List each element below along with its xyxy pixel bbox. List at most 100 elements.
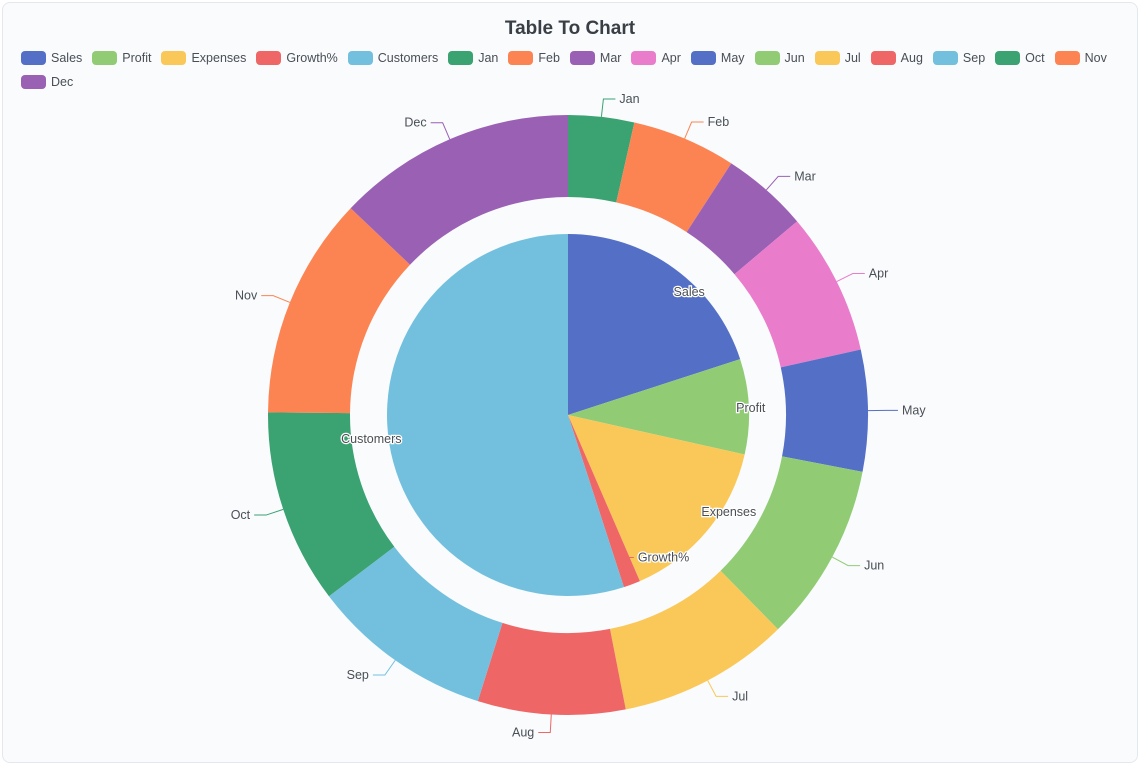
slice-profit[interactable]	[568, 359, 749, 455]
legend-item-may[interactable]: May	[690, 49, 745, 67]
legend-swatch	[995, 51, 1021, 65]
outer-ring: Jan Feb Mar Apr May Jun Jul Aug Sep Oct Nov Dec	[231, 92, 927, 740]
leader-line-sep	[372, 659, 396, 676]
legend-swatch	[92, 51, 118, 65]
legend-item-jun[interactable]: Jun	[754, 49, 805, 67]
leader-line-jul	[707, 680, 729, 697]
legend-label: Dec	[51, 75, 74, 89]
inner-ring: Sales Profit Expenses Growth% Customers	[340, 234, 767, 596]
legend-label: Jan	[478, 51, 499, 65]
leader-line-expenses	[668, 497, 698, 513]
slice-label-oct: Oct	[231, 508, 251, 522]
legend-item-apr[interactable]: Apr	[631, 49, 681, 67]
legend-swatch	[631, 51, 657, 65]
slice-label-aug: Aug	[512, 726, 534, 740]
leader-line-jun	[832, 556, 861, 567]
legend-swatch	[754, 51, 780, 65]
slice-label-jun: Jun	[864, 559, 884, 573]
leader-line-jan	[600, 98, 616, 117]
leader-line-apr	[836, 273, 865, 283]
legend-label: Expenses	[191, 51, 247, 65]
leader-line-sales	[644, 291, 670, 310]
legend-item-dec[interactable]: Dec	[21, 73, 73, 91]
legend-item-feb[interactable]: Feb	[508, 49, 560, 67]
leader-line-feb	[684, 121, 704, 139]
legend-label: Aug	[900, 51, 923, 65]
slice-dec[interactable]	[350, 115, 568, 265]
legend-label: Jul	[844, 51, 861, 65]
leader-line-mar	[765, 175, 791, 191]
legend-swatch	[932, 51, 958, 65]
legend-label: Profit	[122, 51, 152, 65]
legend-label: May	[720, 51, 745, 65]
slice-may[interactable]	[780, 349, 869, 472]
slice-oct[interactable]	[267, 412, 395, 597]
legend-item-aug[interactable]: Aug	[870, 49, 923, 67]
legend-swatch	[347, 51, 373, 65]
legend-label: Apr	[661, 51, 681, 65]
legend-swatch	[814, 51, 840, 65]
legend-item-nov[interactable]: Nov	[1054, 49, 1107, 67]
slice-sales[interactable]	[568, 234, 741, 415]
legend-item-oct[interactable]: Oct	[995, 49, 1045, 67]
slice-label-sales: Sales	[674, 285, 705, 299]
slice-feb[interactable]	[616, 122, 732, 233]
slice-growth-[interactable]	[568, 415, 640, 588]
slice-label-jan: Jan	[619, 92, 639, 106]
legend-swatch	[448, 51, 474, 65]
chart-legend: Sales Profit Expenses Growth% Customers Jan Fe…	[21, 49, 1121, 91]
leader-line-nov	[261, 295, 291, 303]
legend-swatch	[161, 51, 187, 65]
slice-jul[interactable]	[609, 570, 778, 710]
legend-label: Mar	[599, 51, 622, 65]
slice-label-growth-: Growth%	[638, 550, 689, 564]
legend-swatch	[21, 75, 46, 89]
slice-apr[interactable]	[734, 221, 861, 368]
legend-swatch	[690, 51, 716, 65]
leader-line-aug	[538, 714, 552, 734]
legend-label: Sales	[51, 51, 83, 65]
leader-line-dec	[430, 122, 451, 140]
slice-jun[interactable]	[720, 456, 863, 630]
slice-customers[interactable]	[387, 234, 624, 596]
legend-item-jan[interactable]: Jan	[448, 49, 498, 67]
slice-label-may: May	[902, 403, 926, 417]
slice-label-sep: Sep	[347, 668, 369, 682]
slice-label-dec: Dec	[404, 116, 426, 130]
legend-label: Sep	[962, 51, 986, 65]
legend-item-expenses[interactable]: Expenses	[161, 49, 246, 67]
leader-line-oct	[254, 508, 284, 516]
leader-line-profit	[698, 407, 733, 410]
slice-label-apr: Apr	[869, 267, 888, 281]
slice-aug[interactable]	[477, 622, 626, 715]
slice-expenses[interactable]	[568, 415, 745, 582]
legend-item-profit[interactable]: Profit	[92, 49, 151, 67]
slice-label-profit: Profit	[736, 401, 766, 415]
leader-line-customers	[405, 434, 440, 440]
slice-nov[interactable]	[268, 208, 411, 414]
slice-mar[interactable]	[686, 163, 798, 275]
legend-label: Growth%	[286, 51, 338, 65]
legend-label: Oct	[1025, 51, 1045, 65]
legend-label: Customers	[377, 51, 439, 65]
slice-label-mar: Mar	[794, 169, 816, 183]
legend-item-jul[interactable]: Jul	[814, 49, 861, 67]
slice-jan[interactable]	[568, 115, 635, 203]
legend-swatch	[870, 51, 896, 65]
legend-label: Nov	[1084, 51, 1107, 65]
legend-swatch	[256, 51, 282, 65]
legend-item-sep[interactable]: Sep	[932, 49, 986, 67]
legend-label: Jun	[784, 51, 805, 65]
legend-swatch	[1054, 51, 1080, 65]
slice-label-nov: Nov	[235, 289, 258, 303]
legend-swatch	[508, 51, 534, 65]
legend-label: Feb	[538, 51, 560, 65]
legend-item-customers[interactable]: Customers	[347, 49, 439, 67]
slice-sep[interactable]	[328, 546, 503, 702]
slice-label-customers: Customers	[341, 432, 401, 446]
legend-item-growth-[interactable]: Growth%	[256, 49, 338, 67]
leader-line-growth-	[613, 536, 634, 558]
legend-item-mar[interactable]: Mar	[569, 49, 622, 67]
legend-item-sales[interactable]: Sales	[21, 49, 82, 67]
